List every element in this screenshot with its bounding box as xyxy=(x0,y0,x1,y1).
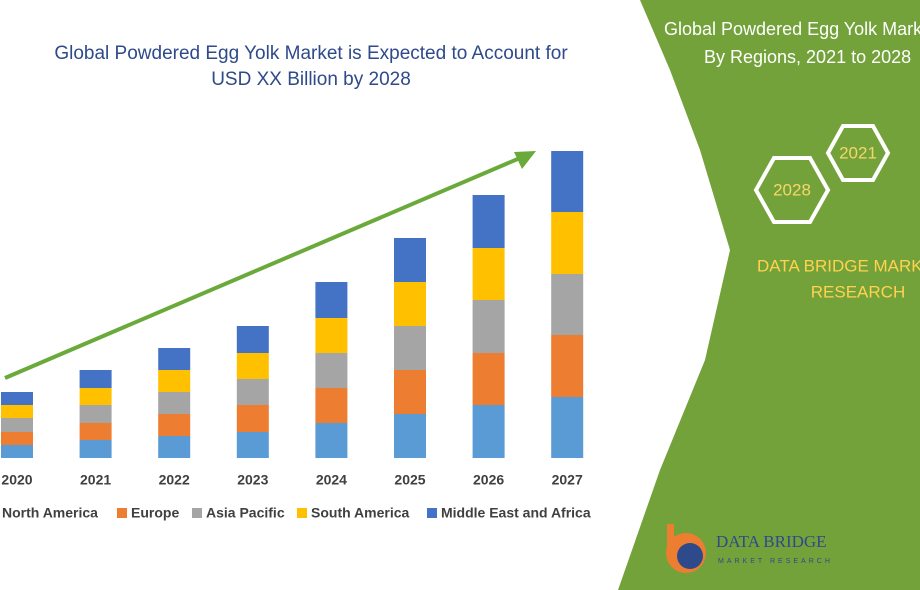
hexagon-label: 2028 xyxy=(773,180,811,199)
logo-icon xyxy=(677,543,703,569)
bar-segment xyxy=(79,370,112,388)
x-tick-label: 2021 xyxy=(80,472,111,488)
bar-segment xyxy=(236,432,269,458)
bar-segment xyxy=(79,440,112,458)
hexagon-label: 2021 xyxy=(839,143,877,162)
bar-segment xyxy=(551,212,584,274)
arrow-head xyxy=(514,151,536,169)
bar-segment xyxy=(158,348,191,370)
bar-segment xyxy=(551,397,584,458)
bar-segment xyxy=(236,379,269,405)
bar-segment xyxy=(1,432,33,445)
bar-segment xyxy=(315,423,348,458)
bar-segment xyxy=(79,423,112,440)
legend-label: North America xyxy=(2,505,98,521)
chart-title: Global Powdered Egg Yolk Market is Expec… xyxy=(54,43,568,64)
bar-segment xyxy=(551,335,584,397)
x-tick-label: 2024 xyxy=(316,472,347,488)
bar-segment xyxy=(1,405,33,418)
bar-segment xyxy=(315,282,348,318)
bar-segment xyxy=(158,392,191,414)
trend-arrow xyxy=(4,156,521,380)
legend-swatch xyxy=(427,508,437,518)
x-tick-label: 2022 xyxy=(159,472,190,488)
hexagon xyxy=(825,124,891,182)
bar-segment xyxy=(1,392,33,405)
hexagon xyxy=(753,156,831,224)
legend-swatch xyxy=(117,508,127,518)
bar-segment xyxy=(236,353,269,379)
panel-subtitle: By Regions, 2021 to 2028 xyxy=(704,47,911,67)
bar-segment xyxy=(158,370,191,392)
x-tick-label: 2025 xyxy=(394,472,425,488)
bar-segment xyxy=(1,445,33,458)
chart-subtitle: USD XX Billion by 2028 xyxy=(211,69,411,90)
legend-swatch xyxy=(297,508,307,518)
bar-segment xyxy=(394,326,426,370)
legend-label: Asia Pacific xyxy=(206,505,285,521)
side-panel xyxy=(618,0,920,590)
bar-segment xyxy=(551,274,584,335)
bar-segment xyxy=(394,414,426,458)
legend-swatch xyxy=(192,508,202,518)
bar-segment xyxy=(79,388,112,405)
bar-segment xyxy=(394,370,426,414)
panel-brand: RESEARCH xyxy=(811,282,905,301)
bar-segment xyxy=(79,405,112,423)
logo-name: DATA BRIDGE xyxy=(716,532,827,551)
legend-label: Europe xyxy=(131,505,179,521)
x-tick-label: 2027 xyxy=(552,472,583,488)
bar-segment xyxy=(158,414,191,436)
logo-icon xyxy=(667,524,674,558)
bar-segment xyxy=(158,436,191,458)
legend-label: South America xyxy=(311,505,409,521)
logo-tagline: MARKET RESEARCH xyxy=(718,558,833,565)
bar-segment xyxy=(1,418,33,432)
bar-segment xyxy=(236,326,269,353)
bar-segment xyxy=(472,248,505,300)
x-tick-label: 2026 xyxy=(473,472,504,488)
bar-segment xyxy=(472,405,505,458)
x-tick-label: 2020 xyxy=(1,472,32,488)
bar-segment xyxy=(315,353,348,388)
bar-segment xyxy=(315,318,348,353)
bar-segment xyxy=(394,238,426,282)
bar-segment xyxy=(472,300,505,353)
bar-segment xyxy=(236,405,269,432)
legend-label: Middle East and Africa xyxy=(441,505,591,521)
x-tick-label: 2023 xyxy=(237,472,268,488)
bar-segment xyxy=(315,388,348,423)
panel-brand: DATA BRIDGE MARKET xyxy=(757,256,920,275)
bar-segment xyxy=(394,282,426,326)
bar-segment xyxy=(472,195,505,248)
bar-segment xyxy=(472,353,505,405)
panel-title: Global Powdered Egg Yolk Market xyxy=(664,19,920,39)
bar-segment xyxy=(551,151,584,212)
